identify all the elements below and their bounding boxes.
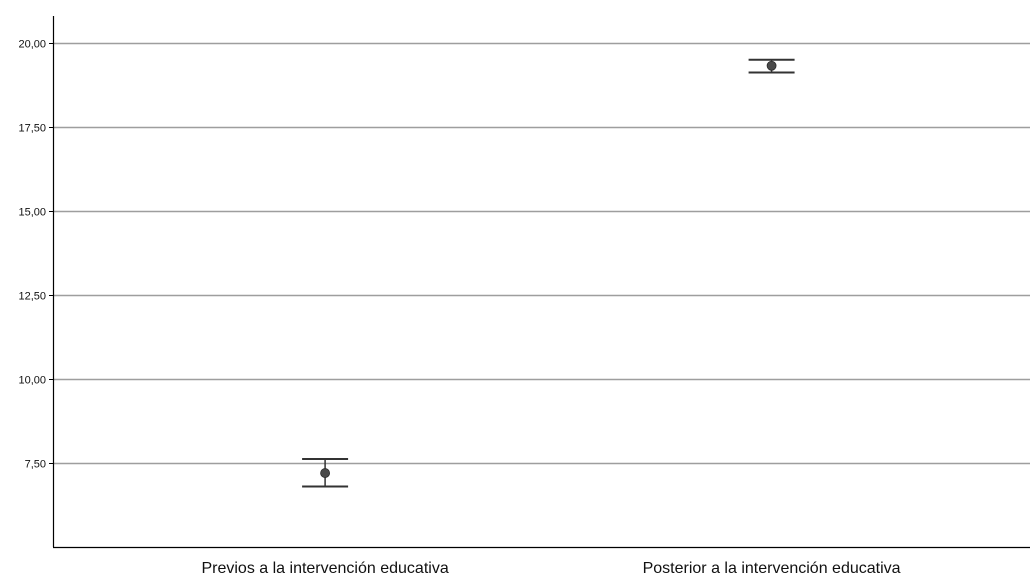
x-category-label: Previos a la intervención educativa (201, 560, 448, 577)
x-tick-labels: Previos a la intervención educativa Poste… (201, 560, 900, 577)
y-tick-label: 17,50 (18, 123, 46, 135)
axes (49, 16, 1030, 549)
y-tick-label: 12,50 (18, 291, 46, 303)
x-category-label: Posterior a la intervención educativa (643, 560, 901, 577)
y-tick-label: 15,00 (18, 207, 46, 219)
data-marks (302, 58, 795, 488)
y-tick-labels: 7,50 10,00 12,50 15,00 17,50 20,00 (18, 39, 46, 471)
y-tick-label: 20,00 (18, 39, 46, 51)
y-tick-label: 7,50 (25, 459, 46, 471)
y-tick-label: 10,00 (18, 375, 46, 387)
gridlines (53, 42, 1030, 465)
mean-marker (320, 468, 330, 478)
mean-marker (766, 60, 777, 71)
